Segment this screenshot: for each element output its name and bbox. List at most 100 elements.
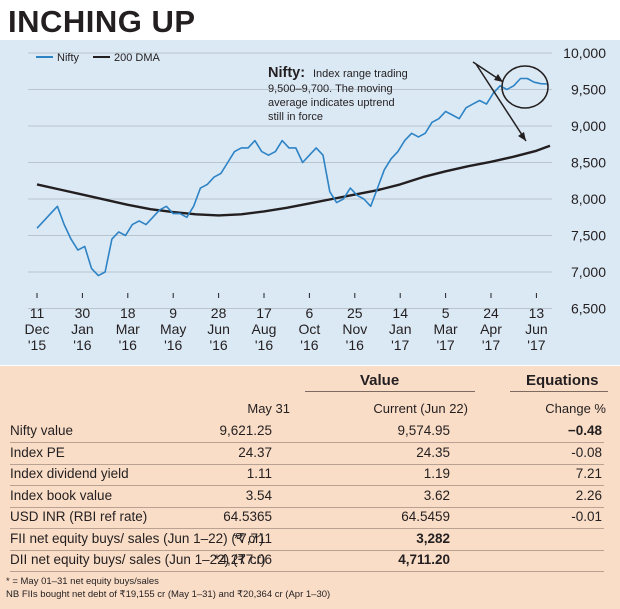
legend-dma-label: 200 DMA <box>114 52 161 64</box>
cell-label: Index PE <box>10 444 65 460</box>
cell-may: 9,621.25 <box>219 423 272 438</box>
y-tick-label: 9,500 <box>571 82 606 98</box>
x-tick-day: 13 <box>529 305 545 321</box>
x-tick-year: '15 <box>28 337 46 353</box>
cell-label: Index book value <box>10 487 113 503</box>
subheader-may: May 31 <box>247 401 290 416</box>
x-tick-day: 24 <box>483 305 499 321</box>
y-tick-label: 7,500 <box>571 228 606 244</box>
y-tick-label: 7,000 <box>571 264 606 280</box>
x-tick-month: Mar <box>434 321 458 337</box>
table-row: Index book value 3.54 3.62 2.26 <box>10 485 604 508</box>
x-tick-year: '17 <box>482 337 500 353</box>
x-axis-ticks: 11Dec'1530Jan'1618Mar'169May'1628Jun'161… <box>25 293 548 353</box>
table-row: DII net equity buys/ sales (Jun 1–22) (₹… <box>10 549 604 572</box>
x-tick-day: 9 <box>169 305 177 321</box>
series-line-nifty <box>36 77 548 277</box>
cell-current: 24.35 <box>416 444 450 460</box>
x-tick-month: Jan <box>71 321 94 337</box>
y-tick-label: 10,000 <box>563 45 606 61</box>
cell-change: 7.21 <box>575 466 602 481</box>
annotation-arrowhead-2 <box>518 132 526 141</box>
cell-label: Nifty value <box>10 423 74 438</box>
x-tick-day: 30 <box>75 305 91 321</box>
cell-label: USD INR (RBI ref rate) <box>10 509 148 524</box>
cell-change: -0.01 <box>571 509 602 524</box>
x-tick-year: '16 <box>300 337 318 353</box>
y-tick-label: 8,500 <box>571 155 606 171</box>
footnote-1: * = May 01–31 net equity buys/sales <box>6 576 159 587</box>
cell-label: DII net equity buys/ sales (Jun 1–22) (₹… <box>10 552 266 567</box>
table-row: USD INR (RBI ref rate) 64.5365 64.5459 -0.0… <box>10 506 604 529</box>
x-tick-month: Nov <box>342 321 367 337</box>
annotation-line-3: average indicates uptrend <box>268 97 395 109</box>
legend: Nifty 200 DMA <box>36 52 161 64</box>
x-tick-year: '16 <box>164 337 182 353</box>
x-tick-day: 6 <box>306 305 314 321</box>
x-tick-month: Jun <box>525 321 548 337</box>
table-panel <box>0 366 620 609</box>
x-tick-month: Oct <box>299 321 321 337</box>
x-tick-month: Mar <box>116 321 140 337</box>
cell-label: Index dividend yield <box>10 466 129 481</box>
cell-current: 4,711.20 <box>398 552 450 567</box>
cell-label: FII net equity buys/ sales (Jun 1–22) (₹… <box>10 530 264 546</box>
x-tick-month: Dec <box>25 321 50 337</box>
cell-may: *4,277.06 <box>214 552 272 567</box>
x-tick-year: '16 <box>209 337 227 353</box>
x-tick-day: 11 <box>30 305 45 321</box>
x-tick-year: '16 <box>119 337 137 353</box>
x-tick-month: May <box>160 321 186 337</box>
chart-title: INCHING UP <box>8 4 196 39</box>
x-tick-year: '16 <box>255 337 273 353</box>
y-tick-label: 9,000 <box>571 118 606 134</box>
equations-header-rule <box>510 391 608 392</box>
x-tick-year: '17 <box>527 337 545 353</box>
x-tick-month: Aug <box>252 321 277 337</box>
x-tick-year: '17 <box>436 337 454 353</box>
x-tick-year: '16 <box>346 337 364 353</box>
highlight-circle <box>501 65 549 109</box>
x-tick-day: 25 <box>347 305 363 321</box>
header-value: Value <box>360 372 400 389</box>
annotation-arrowhead-1 <box>494 74 503 82</box>
annotation-arrow-2 <box>475 63 527 142</box>
table-row: FII net equity buys/ sales (Jun 1–22) (₹… <box>10 528 604 551</box>
subheader-change: Change % <box>545 401 606 416</box>
x-tick-day: 28 <box>211 305 227 321</box>
header-equations: Equations <box>526 372 599 389</box>
subheader-current: Current (Jun 22) <box>373 401 468 416</box>
value-header-rule <box>305 391 475 392</box>
x-tick-day: 17 <box>256 305 272 321</box>
cell-change: -0.08 <box>571 444 602 460</box>
cell-current: 9,574.95 <box>397 423 450 438</box>
cell-change: 2.26 <box>575 487 602 503</box>
cell-may: 24.37 <box>238 444 272 460</box>
gridlines <box>28 52 552 309</box>
x-tick-month: Apr <box>480 321 502 337</box>
annotation-line-4: still in force <box>268 111 323 123</box>
table-row: Index PE 24.37 24.35 -0.08 <box>10 442 604 465</box>
y-tick-label: 6,500 <box>571 301 606 317</box>
cell-may: 1.11 <box>246 466 272 481</box>
annotation-title: Nifty: <box>268 65 305 81</box>
table-row: Nifty value 9,621.25 9,574.95 −0.48 <box>10 420 604 443</box>
cell-current: 3,282 <box>416 530 450 546</box>
cell-current: 3.62 <box>423 487 450 503</box>
y-tick-label: 8,000 <box>571 191 606 207</box>
cell-may: 3.54 <box>245 487 272 503</box>
nifty-chart: 10,000 9,500 9,000 8,500 8,000 7,500 7,000 6,50… <box>25 45 607 353</box>
legend-nifty-label: Nifty <box>57 52 80 64</box>
series-lines <box>36 77 551 277</box>
annotation-line-1: Index range trading <box>313 68 408 80</box>
cell-may: *7,711 <box>233 530 272 546</box>
series-line-200-dma <box>36 144 551 217</box>
x-tick-day: 5 <box>442 305 450 321</box>
annotation-line-2: 9,500–9,700. The moving <box>268 83 393 95</box>
x-tick-day: 18 <box>120 305 136 321</box>
footnote-2: NB FIIs bought net debt of ₹19,155 cr (M… <box>6 589 331 600</box>
cell-change: −0.48 <box>567 423 602 438</box>
cell-may: 64.5365 <box>223 509 272 524</box>
table-row: Index dividend yield 1.11 1.19 7.21 <box>10 463 604 486</box>
x-tick-month: Jun <box>207 321 230 337</box>
